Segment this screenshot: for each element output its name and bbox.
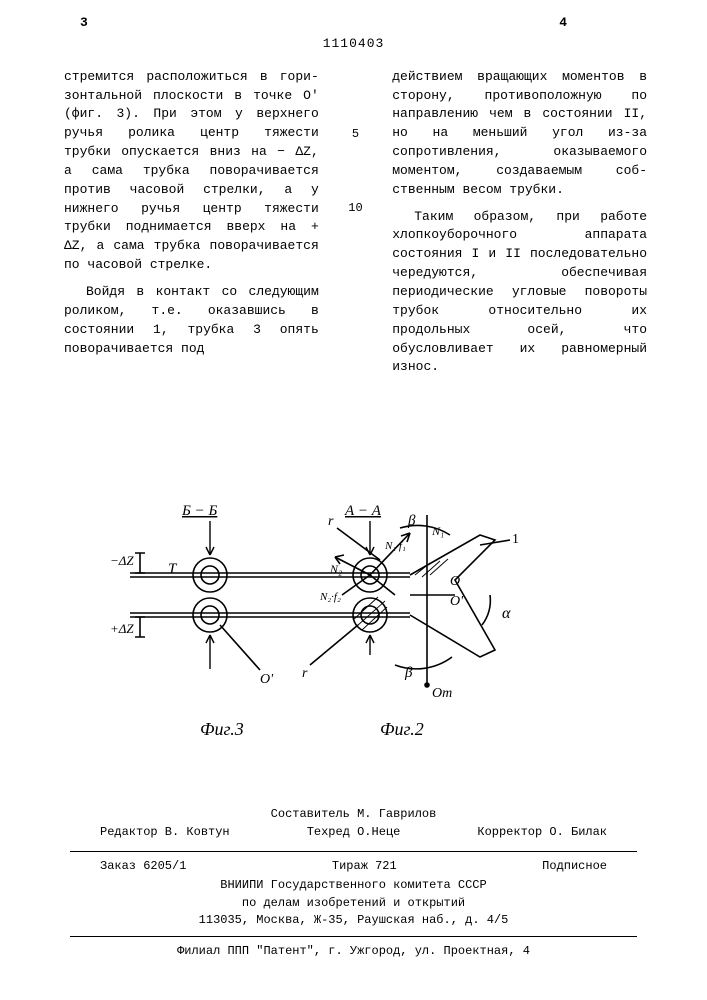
page-num-right: 4	[559, 14, 567, 33]
footer: Составитель М. Гаврилов Редактор В. Ковт…	[0, 806, 707, 960]
line-10: 10	[348, 200, 362, 217]
label-beta-top: β	[407, 513, 416, 529]
label-1: 1	[512, 532, 519, 547]
footer-composer: Составитель М. Гаврилов	[0, 806, 707, 823]
footer-tirage: Тираж 721	[332, 858, 397, 875]
footer-org1: ВНИИПИ Государственного комитета СССР	[0, 877, 707, 894]
label-N1: N₁	[431, 524, 444, 538]
line-number-gutter: 5 10	[347, 68, 364, 386]
figure-area: Б − Б А − А −ΔZ +ΔZ T O' O O' Oт α β β r…	[0, 425, 707, 785]
footer-addr: 113035, Москва, Ж-35, Раушская наб., д. …	[0, 912, 707, 929]
footer-corrector: Корректор О. Билак	[477, 824, 607, 841]
right-p1: действием вращающих моментов в сто­рону,…	[392, 68, 647, 200]
label-r-top: r	[328, 514, 334, 529]
caption-fig2: Фиг.2	[380, 719, 424, 739]
label-section-BB: Б − Б	[181, 503, 217, 519]
right-p2: Таким образом, при работе хлопко­уборочн…	[392, 208, 647, 378]
label-beta-bot: β	[404, 665, 413, 681]
footer-filial: Филиал ППП "Патент", г. Ужгород, ул. Про…	[0, 943, 707, 960]
footer-order-row: Заказ 6205/1 Тираж 721 Подписное	[0, 858, 707, 877]
text-columns: стремится расположиться в гори­зонтально…	[0, 68, 707, 386]
label-Ot: Oт	[432, 686, 452, 701]
label-r-bot: r	[302, 666, 308, 681]
label-O: O	[450, 574, 460, 589]
label-dz-dn: +ΔZ	[110, 621, 134, 636]
footer-rule-2	[70, 936, 637, 937]
patent-number: 1110403	[0, 33, 707, 68]
label-dz-up: −ΔZ	[110, 553, 134, 568]
header-row: 3 4	[0, 0, 707, 33]
footer-order: Заказ 6205/1	[100, 858, 186, 875]
footer-org2: по делам изобретений и открытий	[0, 895, 707, 912]
label-N2f2: N₂·f₂	[319, 591, 341, 603]
footer-sub: Подписное	[542, 858, 607, 875]
line-5: 5	[352, 126, 359, 143]
footer-rule-1	[70, 851, 637, 852]
label-N2: N₂	[329, 562, 342, 576]
figure-svg: Б − Б А − А −ΔZ +ΔZ T O' O O' Oт α β β r…	[110, 425, 610, 765]
label-Oprime-right: O'	[450, 594, 464, 609]
footer-editor: Редактор В. Ковтун	[100, 824, 230, 841]
left-p2: Войдя в контакт со следующим ро­ликом, т…	[64, 283, 319, 358]
label-Oprime-left: O'	[260, 672, 274, 687]
label-alpha: α	[502, 605, 511, 622]
page-num-left: 3	[80, 14, 88, 33]
label-section-AA: А − А	[344, 503, 382, 519]
footer-tech: Техред О.Неце	[307, 824, 401, 841]
right-column: действием вращающих моментов в сто­рону,…	[392, 68, 647, 386]
footer-credits-row: Редактор В. Ковтун Техред О.Неце Коррект…	[0, 824, 707, 845]
page: 3 4 1110403 стремится расположиться в го…	[0, 0, 707, 1000]
left-column: стремится расположиться в гори­зонтально…	[64, 68, 319, 386]
caption-fig3: Фиг.3	[200, 719, 244, 739]
left-p1: стремится расположиться в гори­зонтально…	[64, 68, 319, 275]
label-T: T	[168, 561, 178, 577]
label-N1f1: N₁·f₁	[384, 540, 406, 552]
